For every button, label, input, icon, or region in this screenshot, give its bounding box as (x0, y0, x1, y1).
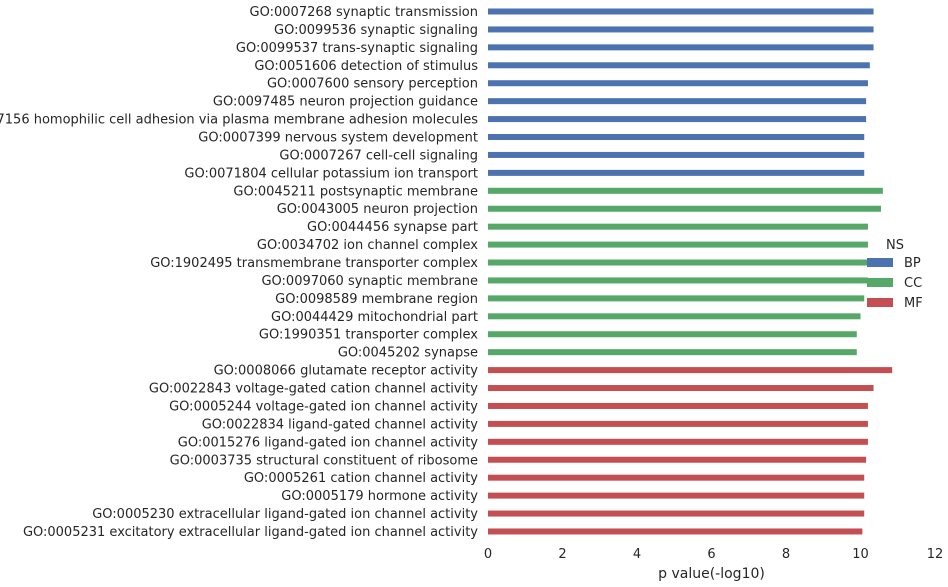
category-label: GO:0007267 cell-cell signaling (279, 148, 478, 163)
bar-cc (488, 277, 868, 284)
bar-bp (488, 62, 870, 69)
category-label: GO:0007600 sensory perception (267, 77, 478, 92)
bar-mf (488, 367, 893, 374)
bar-mf (488, 385, 874, 392)
category-label: GO:0007156 homophilic cell adhesion via … (0, 113, 478, 128)
bar-bp (488, 26, 874, 33)
bar-cc (488, 241, 868, 248)
bar-bp (488, 116, 867, 123)
legend: NS BP CC MF (867, 238, 923, 311)
x-tick-label: 0 (484, 547, 492, 562)
x-axis-title: p value(-log10) (658, 566, 765, 582)
bar-cc (488, 313, 861, 320)
bar-bp (488, 151, 865, 158)
bar-mf (488, 474, 865, 481)
bar-bp (488, 80, 868, 87)
category-label: GO:0003735 structural constituent of rib… (170, 453, 478, 468)
bar-bp (488, 44, 874, 51)
x-axis: 0 2 4 6 8 10 12 (484, 547, 943, 562)
x-tick-label: 10 (852, 547, 869, 562)
bar-bp (488, 98, 867, 105)
bar-mf (488, 402, 868, 409)
category-label: GO:0005231 excitatory extracellular liga… (23, 525, 478, 540)
category-label: GO:0015276 ligand-gated ion channel acti… (178, 435, 479, 450)
category-label: GO:0099537 trans-synaptic signaling (236, 41, 478, 56)
category-label: GO:0034702 ion channel complex (257, 238, 478, 253)
category-label: GO:0008066 glutamate receptor activity (214, 364, 479, 379)
bar-mf (488, 528, 863, 535)
category-label: GO:0022843 voltage-gated cation channel … (149, 382, 478, 397)
x-tick-label: 8 (782, 547, 790, 562)
bar-cc (488, 349, 857, 356)
bar-cc (488, 187, 883, 194)
bar-cc (488, 205, 881, 212)
category-label: GO:0044429 mitochondrial part (271, 310, 478, 325)
category-labels: GO:0007268 synaptic transmission GO:00995… (0, 5, 478, 540)
bar-mf (488, 456, 867, 463)
category-label: GO:0045202 synapse (338, 346, 478, 361)
legend-title: NS (886, 238, 904, 253)
bars-layer (488, 8, 893, 535)
category-label: GO:0005179 hormone activity (281, 489, 478, 504)
bar-cc (488, 295, 865, 302)
category-label: GO:0097060 synaptic membrane (261, 274, 478, 289)
x-tick-label: 12 (927, 547, 944, 562)
x-tick-label: 4 (633, 547, 641, 562)
category-label: GO:0044456 synapse part (307, 220, 478, 235)
legend-label-cc: CC (904, 276, 922, 291)
bar-cc (488, 223, 868, 230)
legend-label-mf: MF (904, 296, 923, 311)
category-label: GO:1990351 transporter complex (259, 328, 478, 343)
legend-label-bp: BP (904, 256, 921, 271)
x-tick-label: 6 (707, 547, 715, 562)
legend-swatch-bp (867, 258, 893, 267)
category-label: GO:0022834 ligand-gated channel activity (202, 417, 479, 432)
x-tick-label: 2 (558, 547, 566, 562)
bar-bp (488, 8, 874, 15)
legend-swatch-mf (867, 298, 893, 307)
bar-cc (488, 331, 857, 338)
bar-bp (488, 169, 865, 176)
bar-mf (488, 510, 865, 517)
category-label: GO:0005261 cation channel activity (244, 471, 478, 486)
category-label: GO:0043005 neuron projection (277, 202, 478, 217)
category-label: GO:0099536 synaptic signaling (274, 23, 478, 38)
legend-swatch-cc (867, 278, 893, 287)
bar-cc (488, 259, 868, 266)
category-label: GO:0045211 postsynaptic membrane (233, 184, 478, 199)
bar-mf (488, 492, 865, 499)
category-label: GO:0051606 detection of stimulus (254, 59, 478, 74)
category-label: GO:0007399 nervous system development (198, 131, 478, 146)
bar-mf (488, 420, 868, 427)
category-label: GO:1902495 transmembrane transporter com… (150, 256, 478, 271)
category-label: GO:0097485 neuron projection guidance (213, 95, 478, 110)
category-label: GO:0005230 extracellular ligand-gated io… (92, 507, 478, 522)
bar-bp (488, 134, 865, 141)
category-label: GO:0005244 voltage-gated ion channel act… (169, 399, 478, 414)
category-label: GO:0098589 membrane region (275, 292, 478, 307)
bar-mf (488, 438, 868, 445)
category-label: GO:0071804 cellular potassium ion transp… (184, 166, 478, 181)
category-label: GO:0007268 synaptic transmission (250, 5, 478, 20)
